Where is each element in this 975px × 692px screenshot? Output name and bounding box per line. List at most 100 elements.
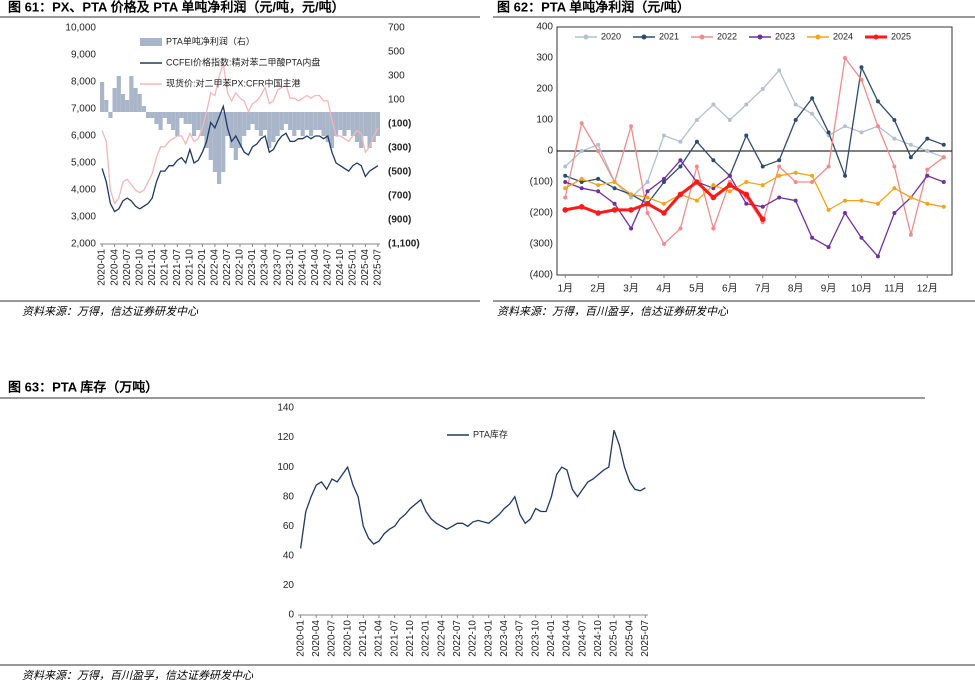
legend-marker: [641, 34, 647, 40]
point: [925, 167, 930, 172]
x-tick-label: 2025-04: [624, 620, 635, 657]
y-tick-label: 7,000: [71, 104, 96, 115]
point: [596, 183, 601, 188]
point: [727, 189, 732, 194]
legend-label: 2024: [833, 31, 853, 41]
bar: [334, 112, 339, 136]
point: [941, 204, 946, 209]
point: [744, 102, 749, 107]
x-tick-label: 2023-04: [499, 620, 510, 657]
bar: [175, 112, 180, 136]
bar: [300, 112, 305, 136]
source: 资料来源：万得，百川盈孚，信达证券研发中心: [22, 669, 254, 682]
x-tick-label: 3月: [623, 283, 639, 295]
legend-label: 2021: [659, 31, 679, 41]
y2-tick-label: (100): [388, 119, 411, 130]
y-tick-label: 0: [547, 146, 553, 157]
bar: [321, 112, 326, 136]
point: [908, 195, 913, 200]
point: [596, 176, 601, 181]
legend-label: CCFEI价格指数:精对苯二甲酸PTA内盘: [166, 56, 320, 67]
bar: [225, 112, 230, 136]
point: [892, 118, 897, 122]
point: [859, 130, 864, 135]
y2-tick-label: (1,100): [388, 239, 420, 250]
bar: [346, 112, 351, 130]
y-tick-label: 400: [536, 22, 553, 33]
point: [677, 191, 684, 198]
x-tick-label: 2023-07: [515, 620, 526, 657]
point: [661, 201, 666, 206]
y-tick-label: 0: [288, 610, 294, 621]
point: [826, 164, 831, 169]
x-tick-label: 2023-07: [272, 249, 283, 286]
x-tick-label: 2020-07: [122, 249, 133, 286]
bar: [279, 112, 284, 130]
point: [678, 139, 683, 144]
point: [629, 226, 634, 231]
point: [892, 211, 897, 215]
point: [810, 111, 815, 116]
y-tick-label: 100: [277, 462, 294, 473]
bar: [359, 112, 364, 148]
point: [759, 216, 766, 222]
point: [760, 164, 765, 169]
bar: [229, 112, 234, 148]
bar: [367, 112, 372, 148]
point: [629, 124, 634, 129]
y-tick-label: 9,000: [71, 50, 96, 61]
bar: [296, 112, 301, 130]
point: [859, 235, 864, 240]
point: [925, 201, 930, 206]
bar: [375, 112, 380, 136]
x-tick-label: 2022-10: [468, 620, 479, 657]
point: [711, 226, 716, 231]
point: [629, 192, 634, 197]
bar: [187, 112, 192, 124]
x-tick-label: 2024-04: [562, 620, 573, 657]
bar: [141, 106, 146, 112]
x-tick-label: 2024-10: [335, 249, 346, 286]
x-tick-label: 9月: [821, 283, 837, 295]
point: [710, 194, 717, 201]
point: [579, 176, 584, 181]
point: [843, 56, 848, 60]
legend-label: PTA单吨净利润（右）: [166, 35, 255, 46]
y-tick-label: (300): [530, 239, 553, 250]
bar: [137, 94, 142, 112]
caption: 图 61：PX、PTA 价格及 PTA 单吨净利润（元/吨，元/吨）: [8, 0, 345, 14]
point: [843, 124, 848, 129]
bar: [116, 76, 121, 112]
point: [727, 182, 733, 188]
x-tick-label: 2024-04: [310, 249, 321, 286]
bar: [254, 112, 259, 130]
line: [101, 62, 379, 205]
point: [596, 189, 601, 194]
point: [629, 195, 634, 200]
point: [711, 158, 716, 163]
y-tick-label: (400): [530, 270, 553, 281]
bar: [242, 112, 247, 136]
x-tick-label: 2020-07: [327, 620, 338, 657]
bar: [108, 112, 113, 118]
bar: [354, 112, 360, 142]
legend-swatch: [140, 38, 162, 46]
point: [859, 77, 864, 82]
bar: [246, 112, 251, 130]
y-tick-label: (100): [530, 177, 553, 188]
bar: [112, 88, 117, 112]
bar: [133, 88, 138, 112]
x-tick-label: 2022-07: [222, 249, 233, 286]
x-tick-label: 2022-04: [436, 620, 447, 657]
y-tick-label: 4,000: [71, 185, 96, 196]
x-tick-label: 2020-10: [134, 249, 145, 286]
y-tick-label: 10,000: [65, 23, 96, 34]
point: [843, 198, 848, 203]
legend-marker: [583, 34, 589, 40]
line: [564, 69, 945, 199]
point: [579, 180, 584, 184]
point: [645, 180, 650, 184]
bar: [196, 112, 201, 130]
y-tick-label: 40: [283, 550, 295, 561]
x-tick-label: 2022-01: [197, 249, 208, 286]
